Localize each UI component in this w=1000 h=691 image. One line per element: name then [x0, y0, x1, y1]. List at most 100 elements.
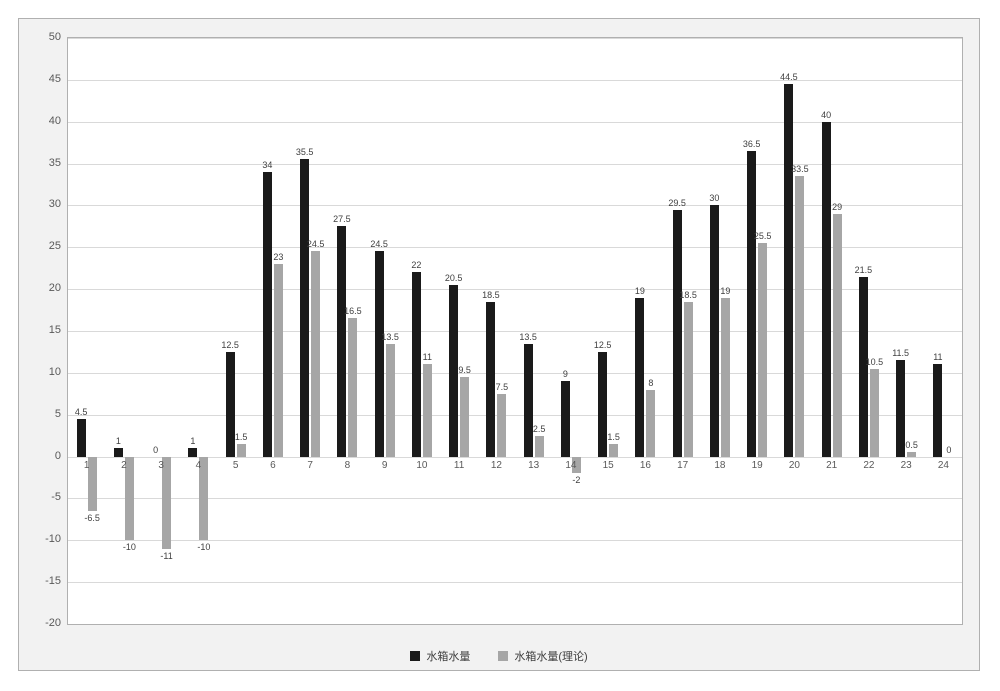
legend-item-2: 水箱水量(理论) [498, 648, 587, 664]
bar [300, 159, 309, 456]
bar [226, 352, 235, 457]
y-tick-label: 35 [19, 157, 61, 169]
bar [386, 344, 395, 457]
bar [188, 448, 197, 456]
bar [114, 448, 123, 456]
value-label: 0 [153, 445, 158, 455]
x-tick-label: 2 [121, 460, 127, 471]
bar [348, 318, 357, 456]
value-label: 2.5 [533, 424, 546, 434]
value-label: 23 [273, 252, 283, 262]
bar [77, 419, 86, 457]
bar [423, 364, 432, 456]
value-label: 12.5 [594, 340, 612, 350]
y-tick-label: 25 [19, 240, 61, 252]
value-label: 36.5 [743, 139, 761, 149]
value-label: 35.5 [296, 147, 314, 157]
value-label: 13.5 [381, 332, 399, 342]
value-label: 11 [423, 352, 432, 362]
x-tick-label: 8 [345, 460, 351, 471]
x-tick-label: 5 [233, 460, 239, 471]
y-tick-label: -15 [19, 575, 61, 587]
x-tick-label: 22 [863, 460, 874, 471]
value-label: 1 [116, 436, 121, 446]
value-label: 1.5 [235, 432, 248, 442]
y-tick-label: -10 [19, 533, 61, 545]
bar [375, 251, 384, 456]
bar [486, 302, 495, 457]
x-tick-label: 17 [677, 460, 688, 471]
bar [784, 84, 793, 457]
bar [497, 394, 506, 457]
value-label: 8 [648, 378, 653, 388]
bar [524, 344, 533, 457]
value-label: 13.5 [519, 332, 537, 342]
y-tick-label: -5 [19, 491, 61, 503]
value-label: 27.5 [333, 214, 351, 224]
y-tick-label: 20 [19, 282, 61, 294]
value-label: 19 [635, 286, 645, 296]
value-label: 0 [946, 445, 951, 455]
y-tick-label: -20 [19, 617, 61, 629]
value-label: 1.5 [607, 432, 620, 442]
bar [684, 302, 693, 457]
bar [263, 172, 272, 457]
y-tick-label: 40 [19, 115, 61, 127]
x-tick-label: 18 [714, 460, 725, 471]
value-label: 33.5 [791, 164, 809, 174]
bar [870, 369, 879, 457]
x-tick-label: 12 [491, 460, 502, 471]
bar [460, 377, 469, 457]
value-label: 40 [821, 110, 831, 120]
value-label: 11 [933, 352, 942, 362]
x-tick-label: 7 [307, 460, 313, 471]
bar [933, 364, 942, 456]
bar [833, 214, 842, 457]
value-label: 29 [832, 202, 842, 212]
value-label: 18.5 [679, 290, 697, 300]
bar [535, 436, 544, 457]
bar [337, 226, 346, 456]
value-label: 7.5 [496, 382, 509, 392]
bar [721, 298, 730, 457]
x-tick-label: 6 [270, 460, 276, 471]
y-tick-label: 0 [19, 450, 61, 462]
value-label: 4.5 [75, 407, 88, 417]
value-label: -2 [572, 475, 580, 485]
bar [907, 452, 916, 456]
x-tick-label: 4 [196, 460, 202, 471]
x-tick-label: 1 [84, 460, 90, 471]
value-label: 24.5 [370, 239, 388, 249]
value-label: 11.5 [892, 348, 909, 358]
y-tick-label: 15 [19, 324, 61, 336]
legend-label-1: 水箱水量 [426, 648, 470, 664]
x-tick-label: 11 [454, 460, 464, 471]
value-label: 19 [720, 286, 730, 296]
value-label: 9.5 [458, 365, 471, 375]
y-tick-label: 10 [19, 366, 61, 378]
bars-layer: 4.5-6.511-1020-1131-10412.51.553423635.5… [68, 38, 962, 624]
value-label: 21.5 [855, 265, 873, 275]
plot-area: 4.5-6.511-1020-1131-10412.51.553423635.5… [67, 37, 963, 625]
y-tick-label: 30 [19, 198, 61, 210]
bar [795, 176, 804, 456]
x-tick-label: 9 [382, 460, 388, 471]
value-label: 12.5 [221, 340, 239, 350]
value-label: 18.5 [482, 290, 500, 300]
value-label: 10.5 [866, 357, 884, 367]
value-label: -10 [197, 542, 210, 552]
value-label: 44.5 [780, 72, 798, 82]
bar [646, 390, 655, 457]
x-tick-label: 13 [528, 460, 539, 471]
x-tick-label: 24 [938, 460, 949, 471]
legend-label-2: 水箱水量(理论) [514, 648, 587, 664]
y-tick-label: 5 [19, 408, 61, 420]
bar [896, 360, 905, 456]
legend-swatch-1 [410, 651, 420, 661]
bar [710, 205, 719, 456]
value-label: -11 [160, 551, 172, 561]
bar [758, 243, 767, 456]
value-label: -6.5 [84, 513, 100, 523]
bar [598, 352, 607, 457]
legend-swatch-2 [498, 651, 508, 661]
